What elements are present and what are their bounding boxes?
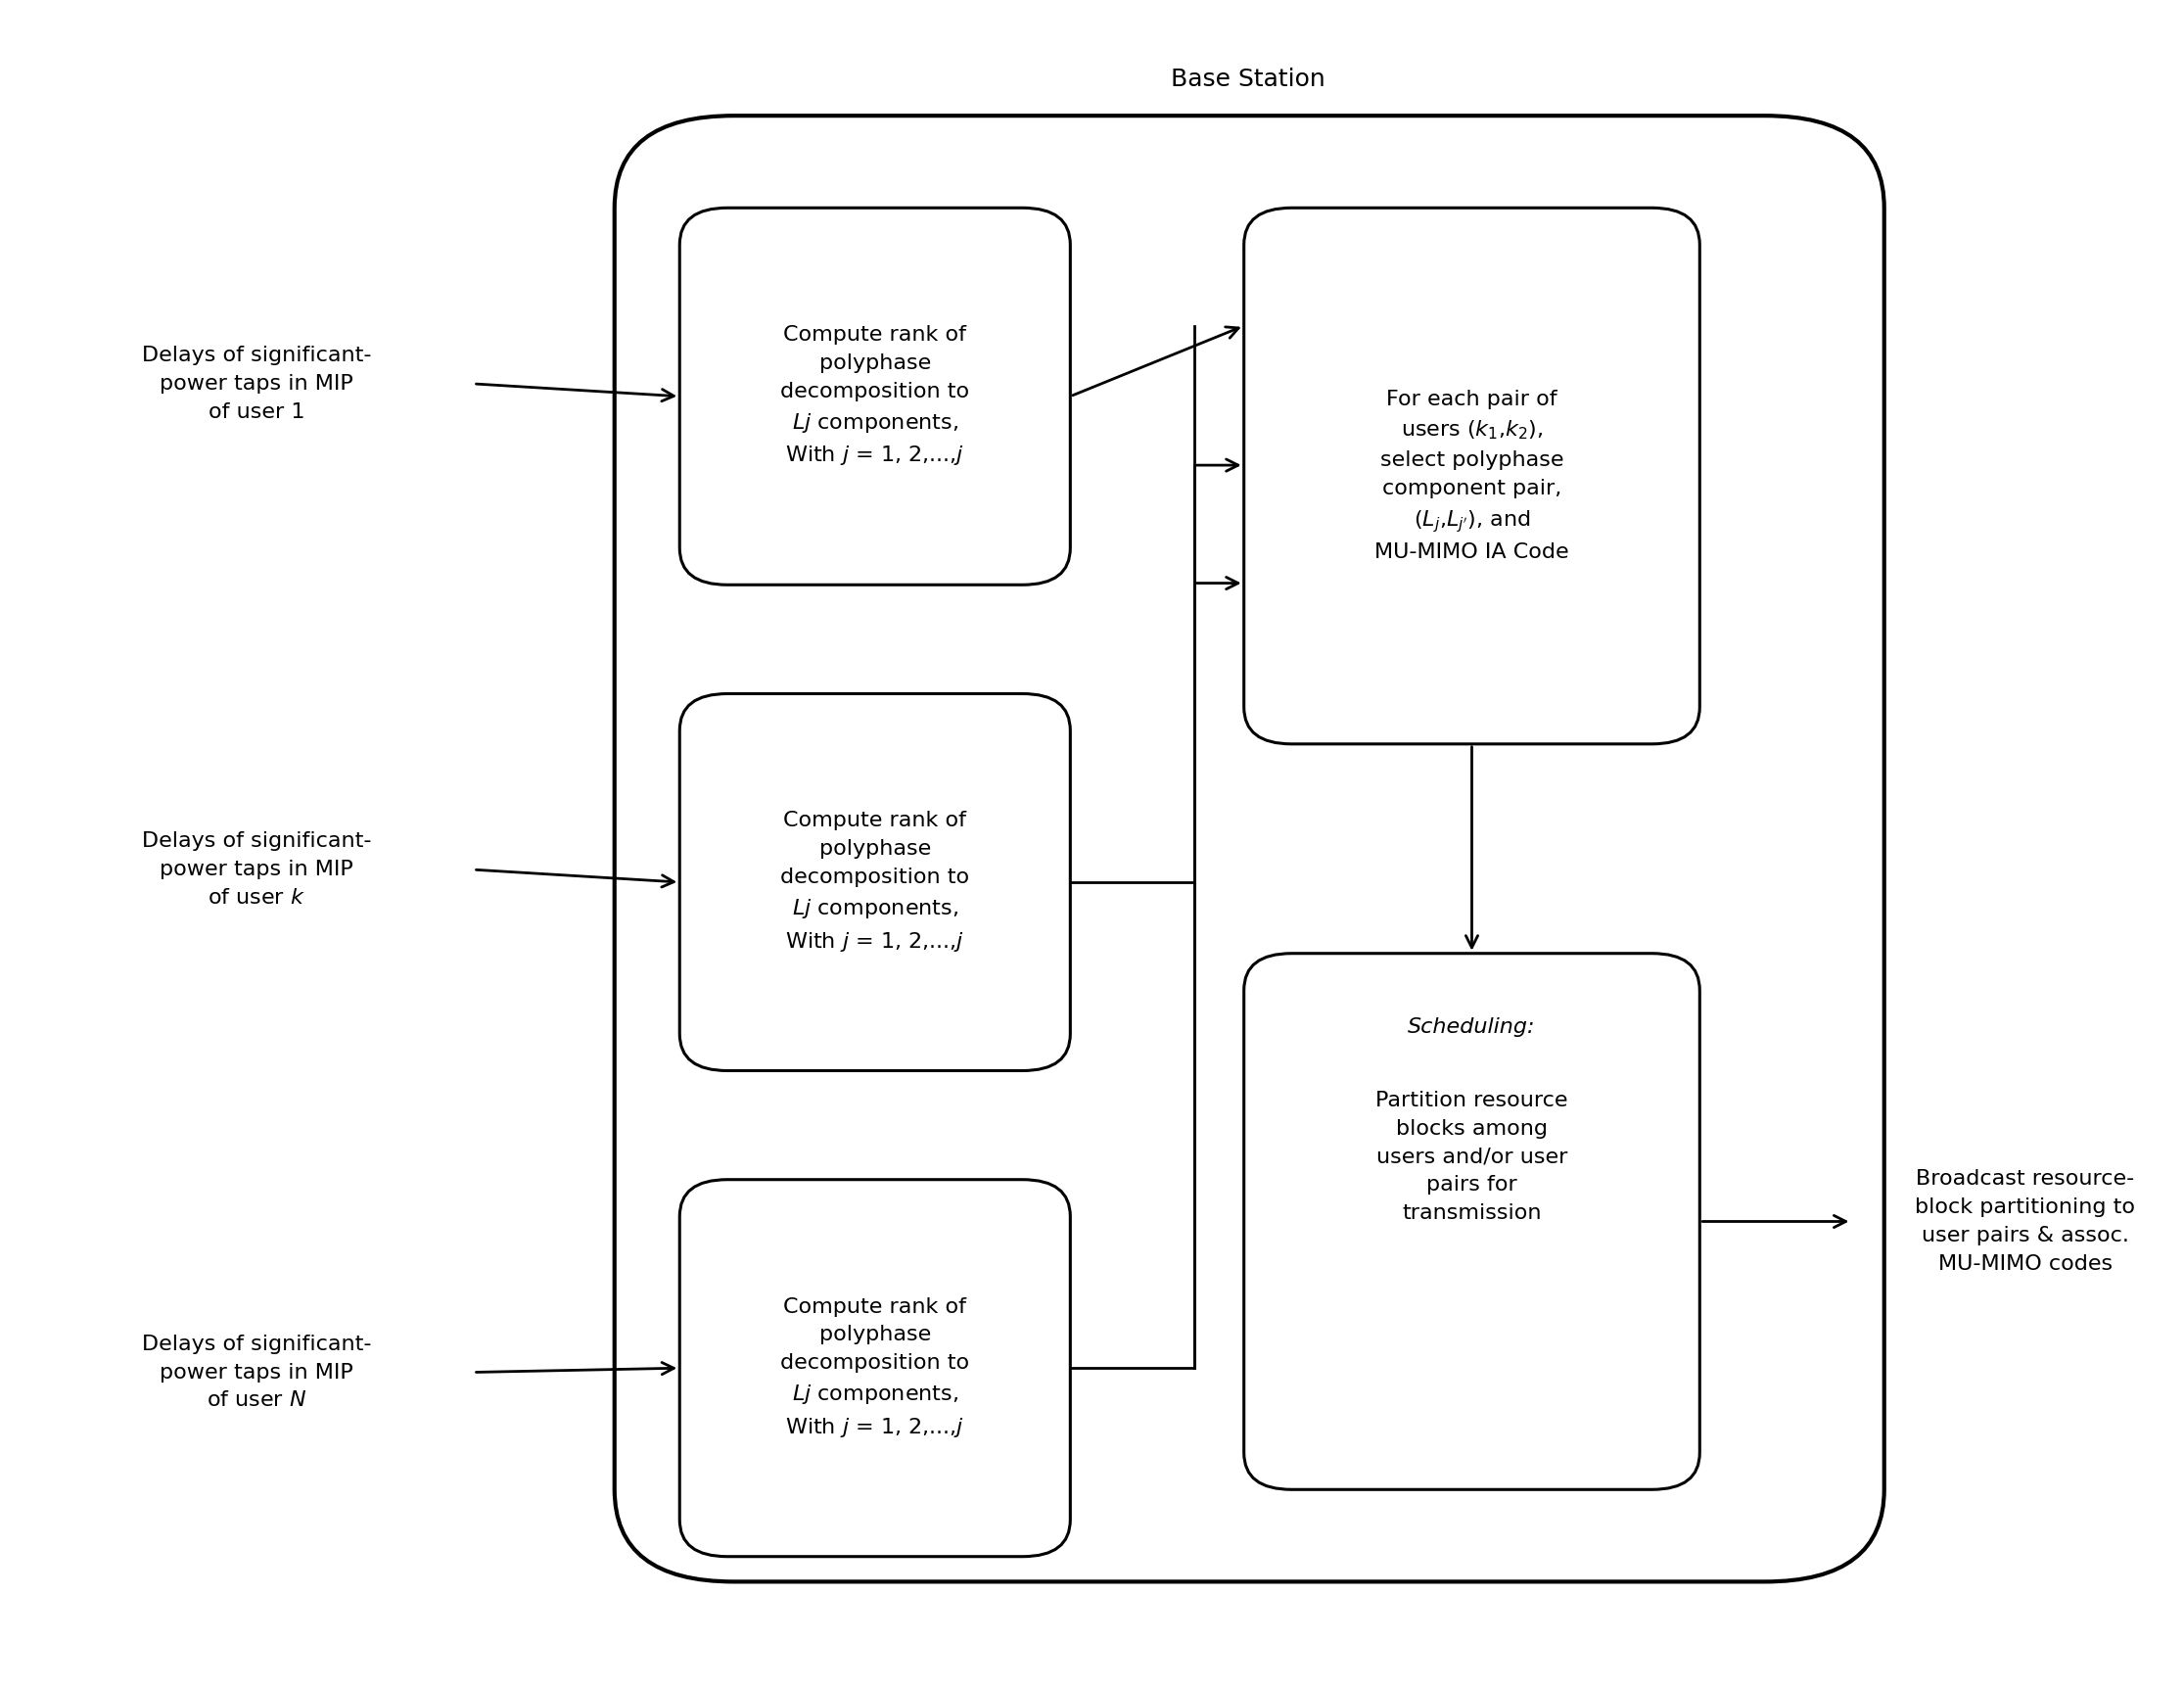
Text: Scheduling:: Scheduling:: [1409, 1017, 1535, 1037]
Text: Partition resource
blocks among
users and/or user
pairs for
transmission: Partition resource blocks among users an…: [1376, 1091, 1568, 1223]
Text: Compute rank of
polyphase
decomposition to
$Lj$ components,
With $j$ = 1, 2,...,: Compute rank of polyphase decomposition …: [780, 326, 970, 468]
FancyBboxPatch shape: [614, 117, 1885, 1581]
Text: Compute rank of
polyphase
decomposition to
$Lj$ components,
With $j$ = 1, 2,...,: Compute rank of polyphase decomposition …: [780, 1297, 970, 1439]
Text: Broadcast resource-
block partitioning to
user pairs & assoc.
MU-MIMO codes: Broadcast resource- block partitioning t…: [1915, 1169, 2136, 1274]
Text: Delays of significant-
power taps in MIP
of user $k$: Delays of significant- power taps in MIP…: [142, 831, 371, 907]
Text: Delays of significant-
power taps in MIP
of user $N$: Delays of significant- power taps in MIP…: [142, 1334, 371, 1410]
Text: Base Station: Base Station: [1171, 68, 1326, 91]
Text: For each pair of
users ($k_1$,$k_2$),
select polyphase
component pair,
($L_j$,$L: For each pair of users ($k_1$,$k_2$), se…: [1374, 390, 1568, 562]
FancyBboxPatch shape: [679, 1179, 1070, 1557]
FancyBboxPatch shape: [679, 694, 1070, 1071]
Text: Compute rank of
polyphase
decomposition to
$Lj$ components,
With $j$ = 1, 2,...,: Compute rank of polyphase decomposition …: [780, 811, 970, 953]
FancyBboxPatch shape: [679, 208, 1070, 584]
FancyBboxPatch shape: [1245, 953, 1699, 1490]
FancyBboxPatch shape: [1245, 208, 1699, 743]
Text: Delays of significant-
power taps in MIP
of user 1: Delays of significant- power taps in MIP…: [142, 346, 371, 422]
